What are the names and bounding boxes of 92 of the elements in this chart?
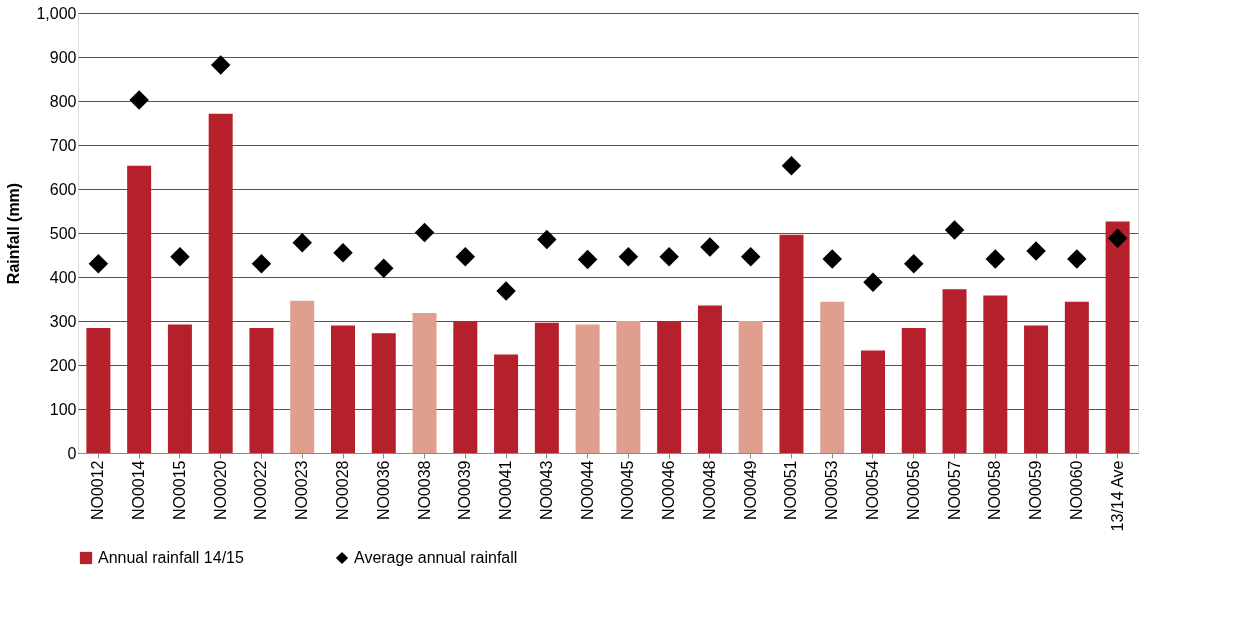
y-tick-label: 100 xyxy=(49,400,77,418)
bar xyxy=(575,324,600,453)
bar xyxy=(453,321,478,453)
point xyxy=(455,247,476,267)
bar xyxy=(697,305,722,453)
x-tick-label: NO0036 xyxy=(374,460,392,521)
point xyxy=(577,249,598,270)
point xyxy=(1026,241,1046,261)
x-tick-label: NO0058 xyxy=(986,460,1004,521)
x-tick-label: NO0057 xyxy=(945,460,963,521)
bar xyxy=(861,350,885,453)
x-tick-label: NO0059 xyxy=(1027,460,1045,521)
x-tick-label: NO0022 xyxy=(252,460,270,521)
x-tick-label: NO0015 xyxy=(170,460,188,521)
x-tick-label: NO0038 xyxy=(415,460,433,521)
point xyxy=(210,55,231,75)
point xyxy=(1067,249,1087,269)
x-tick-label: NO0014 xyxy=(130,460,148,521)
legend-label: Annual rainfall 14/15 xyxy=(98,549,244,566)
bar xyxy=(901,328,926,453)
y-tick-label: 600 xyxy=(49,180,77,198)
bar xyxy=(616,321,641,453)
bar xyxy=(1105,221,1130,453)
bar xyxy=(249,328,274,453)
point xyxy=(740,247,761,267)
y-tick-label: 500 xyxy=(49,224,77,242)
point xyxy=(863,272,883,293)
x-tick-label: NO0045 xyxy=(619,460,637,521)
y-tick-label: 300 xyxy=(49,312,77,330)
x-tick-label: NO0043 xyxy=(537,460,555,521)
bar xyxy=(942,289,967,453)
point xyxy=(333,243,353,263)
x-tick-label: 13/14 Ave xyxy=(1108,460,1126,532)
y-axis-title: Rainfall (mm) xyxy=(5,182,23,285)
x-tick-label: NO0012 xyxy=(89,460,107,521)
point xyxy=(985,249,1006,269)
point xyxy=(822,249,842,269)
y-tick-label: 0 xyxy=(67,444,77,462)
bar xyxy=(1064,301,1089,453)
bar xyxy=(820,301,845,453)
y-tick-label: 1,000 xyxy=(36,4,77,22)
x-tick-label: NO0056 xyxy=(904,460,922,521)
point xyxy=(251,254,272,274)
legend-label: Average annual rainfall xyxy=(354,549,518,566)
bar xyxy=(290,300,315,453)
bar xyxy=(983,295,1008,453)
point xyxy=(700,237,720,257)
point xyxy=(537,229,557,250)
point xyxy=(618,247,639,267)
x-tick-label: NO0048 xyxy=(700,460,718,521)
point xyxy=(129,90,149,110)
bar xyxy=(208,113,233,453)
bar xyxy=(534,322,559,453)
bar xyxy=(371,333,396,453)
point xyxy=(1107,228,1128,249)
point xyxy=(374,258,394,278)
x-tick-label: NO0051 xyxy=(782,460,800,521)
x-tick-label: NO0053 xyxy=(823,460,841,521)
bar xyxy=(127,165,152,453)
x-tick-label: NO0020 xyxy=(211,460,229,521)
point xyxy=(781,155,802,176)
point xyxy=(88,254,109,274)
point xyxy=(414,222,435,243)
bar xyxy=(779,234,804,453)
x-tick-label: NO0046 xyxy=(660,460,678,521)
x-tick-label: NO0049 xyxy=(741,460,759,521)
point xyxy=(904,254,924,274)
x-tick-label: NO0054 xyxy=(864,460,881,521)
y-tick-label: 400 xyxy=(49,268,77,286)
bar xyxy=(167,324,192,453)
y-tick-label: 700 xyxy=(49,136,77,154)
bar xyxy=(494,354,519,453)
point xyxy=(496,281,516,301)
x-tick-label: NO0028 xyxy=(334,460,351,521)
y-tick-label: 800 xyxy=(49,92,77,110)
bar xyxy=(86,328,111,453)
bar xyxy=(738,321,763,453)
x-tick-label: NO0039 xyxy=(456,460,474,521)
x-tick-label: NO0041 xyxy=(497,460,515,521)
bar xyxy=(1024,325,1049,453)
point xyxy=(170,247,190,267)
y-tick-label: 200 xyxy=(49,356,77,374)
point xyxy=(292,232,312,253)
x-tick-label: NO0060 xyxy=(1067,460,1085,521)
point xyxy=(659,247,679,267)
bar xyxy=(331,325,355,453)
x-tick-label: NO0044 xyxy=(578,460,596,521)
x-tick-label: NO0023 xyxy=(293,460,311,521)
bar xyxy=(657,321,682,453)
y-tick-label: 900 xyxy=(49,48,77,66)
bar xyxy=(412,313,437,453)
point xyxy=(944,220,965,240)
